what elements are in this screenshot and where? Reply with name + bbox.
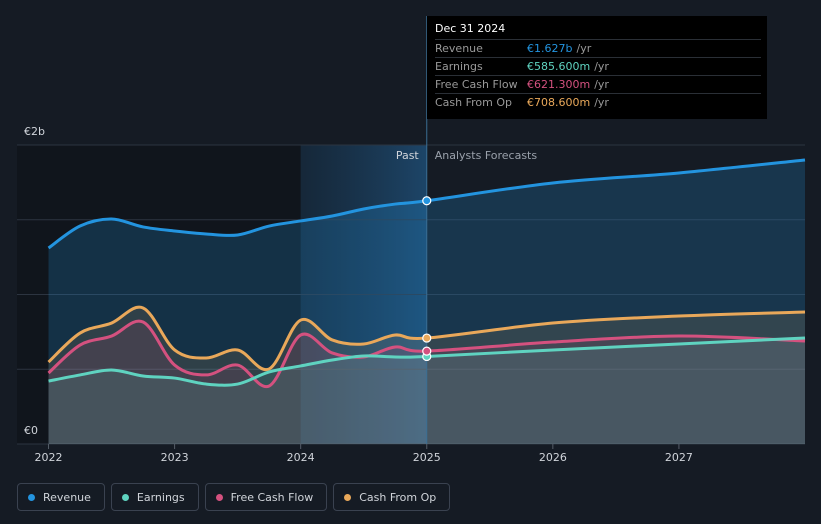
legend-item[interactable]: Cash From Op — [333, 483, 451, 511]
legend-dot — [215, 493, 223, 501]
x-tick-label: 2024 — [287, 451, 315, 464]
tooltip-value: €621.300m — [527, 78, 591, 91]
point — [422, 196, 432, 206]
tooltip-unit: /yr — [594, 78, 609, 91]
legend: Revenue Earnings Free Cash Flow Cash From O… — [17, 483, 451, 511]
tooltip-row: Earnings €585.600m/yr — [435, 57, 761, 75]
tooltip-label: Earnings — [435, 60, 483, 73]
legend-dot — [344, 493, 352, 501]
line — [48, 336, 806, 387]
tooltip-unit: /yr — [576, 42, 592, 55]
line — [47, 319, 806, 389]
legend-label: Free Cash Flow — [230, 490, 314, 504]
tooltip-unit: /yr — [594, 60, 609, 73]
point — [422, 333, 432, 343]
tooltip-value: €1.627b — [527, 42, 573, 55]
past-label: Past — [396, 149, 420, 162]
x-tick-label: 2025 — [413, 451, 441, 464]
tooltip-row: Revenue €1.627b/yr — [435, 39, 761, 57]
tooltip-date: Dec 31 2024 — [435, 22, 506, 35]
tooltip-value: €708.600m — [527, 96, 591, 109]
legend-label: Revenue — [43, 490, 91, 504]
tooltip-label: Cash From Op — [435, 96, 513, 109]
tooltip-row: Cash From Op €708.600m/yr — [435, 93, 761, 111]
legend-item[interactable]: Free Cash Flow — [204, 483, 328, 511]
x-tick-label: 2027 — [665, 451, 693, 464]
point — [422, 346, 432, 356]
x-tick-label: 2023 — [161, 451, 189, 464]
tooltip-label: Free Cash Flow — [435, 78, 518, 91]
forecast-label: Analysts Forecasts — [435, 149, 538, 162]
y-tick-label: €0 — [24, 424, 38, 437]
x-tick-label: 2022 — [35, 451, 63, 464]
y-tick-label: €2b — [24, 125, 45, 138]
tooltip: Dec 31 2024 Revenue €1.627b/yr Earnings €58… — [427, 16, 767, 119]
x-tick-label: 2026 — [539, 451, 567, 464]
legend-item[interactable]: Earnings — [110, 483, 199, 511]
line — [47, 305, 806, 372]
tooltip-value: €585.600m — [527, 60, 591, 73]
tooltip-row: Free Cash Flow €621.300m/yr — [435, 75, 761, 93]
tooltip-unit: /yr — [594, 96, 609, 109]
legend-item[interactable]: Revenue — [17, 483, 105, 511]
legend-label: Cash From Op — [359, 490, 437, 504]
legend-label: Earnings — [136, 490, 185, 504]
legend-dot — [28, 493, 35, 501]
tooltip-label: Revenue — [435, 42, 483, 55]
legend-dot — [121, 493, 129, 501]
line — [47, 158, 806, 250]
